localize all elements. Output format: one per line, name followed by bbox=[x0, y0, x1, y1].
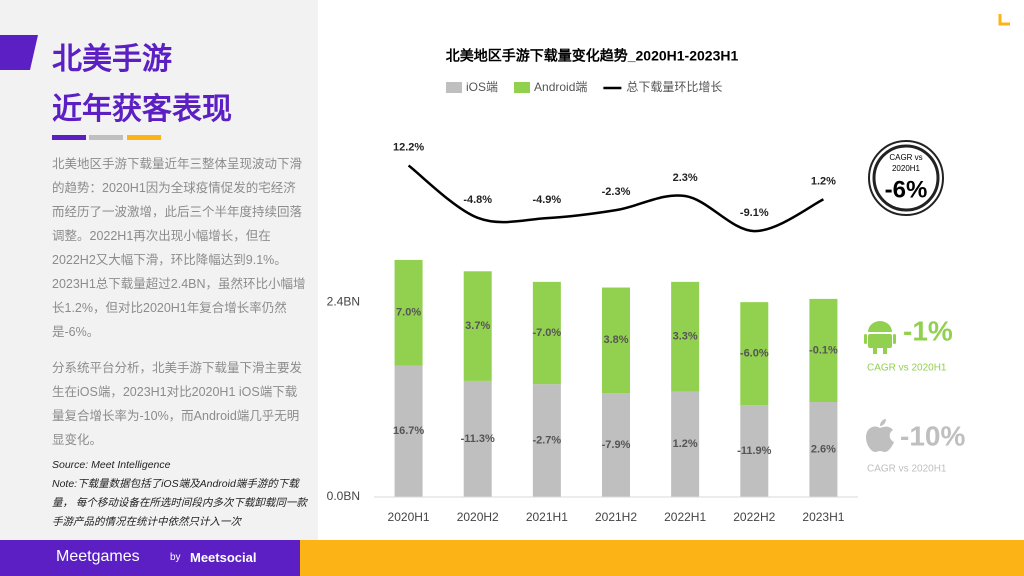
x-tick-label: 2022H1 bbox=[664, 510, 706, 524]
legend-label: 总下载量环比增长 bbox=[626, 80, 722, 94]
title-accent bbox=[0, 35, 38, 70]
bar bbox=[463, 271, 492, 381]
x-tick-label: 2021H2 bbox=[595, 510, 637, 524]
data-label: -4.8% bbox=[463, 194, 492, 206]
x-tick-label: 2020H1 bbox=[388, 510, 430, 524]
legend-swatch bbox=[514, 82, 531, 93]
x-tick-label: 2023H1 bbox=[802, 510, 844, 524]
note: Note:下载量数据包括了iOS端及Android端手游的下载量， 每个移动设备… bbox=[52, 478, 307, 528]
y-tick-label: 0.0BN bbox=[327, 489, 360, 503]
data-label: -2.3% bbox=[602, 186, 631, 198]
bar bbox=[740, 302, 769, 406]
android-icon bbox=[864, 321, 896, 354]
company: Meetsocial bbox=[190, 550, 257, 565]
y-tick-label: 2.4BN bbox=[327, 294, 360, 308]
bar bbox=[671, 391, 700, 497]
data-label: 1.2% bbox=[811, 175, 836, 187]
growth-label: 1.2% bbox=[673, 438, 698, 450]
line bbox=[407, 164, 824, 233]
bar bbox=[394, 259, 423, 366]
ios-cagr-label: CAGR vs 2020H1 bbox=[867, 464, 947, 475]
growth-label: 3.8% bbox=[603, 334, 628, 346]
growth-label: -6.0% bbox=[740, 348, 769, 360]
divider bbox=[52, 135, 86, 140]
paragraph: 分系统平台分析，北美手游下载量下滑主要发生在iOS端，2023H1对比2020H… bbox=[52, 361, 303, 447]
growth-label: -11.3% bbox=[461, 433, 495, 445]
bar bbox=[463, 380, 492, 497]
growth-label: -0.1% bbox=[809, 344, 838, 356]
legend-swatch bbox=[446, 82, 462, 93]
growth-label: 16.7% bbox=[393, 425, 424, 437]
cagr-label: 2020H1 bbox=[892, 164, 921, 173]
x-tick-label: 2022H2 bbox=[733, 510, 775, 524]
bar bbox=[394, 365, 423, 497]
growth-label: 3.7% bbox=[465, 320, 490, 332]
bar bbox=[532, 281, 561, 385]
brand: Meetgames bbox=[56, 548, 140, 565]
left-panel bbox=[0, 0, 318, 540]
bar bbox=[671, 281, 700, 392]
x-tick-label: 2020H2 bbox=[457, 510, 499, 524]
apple-icon bbox=[866, 419, 894, 452]
legend-label: iOS端 bbox=[466, 80, 498, 94]
by: by bbox=[170, 552, 181, 563]
logo bbox=[998, 14, 1010, 26]
slide-title: 近年获客表现 bbox=[52, 93, 232, 126]
bar bbox=[809, 298, 838, 403]
bar bbox=[740, 405, 769, 497]
cagr-label: CAGR vs bbox=[889, 153, 922, 162]
footer-right bbox=[300, 540, 1024, 576]
growth-label: 3.3% bbox=[673, 331, 698, 343]
chart-title: 北美地区手游下载量变化趋势_2020H1-2023H1 bbox=[446, 48, 739, 64]
growth-label: -11.9% bbox=[737, 445, 771, 457]
slide-title: 北美手游 bbox=[52, 43, 172, 76]
data-label: 2.3% bbox=[673, 172, 698, 184]
bar bbox=[809, 402, 838, 497]
growth-label: -2.7% bbox=[532, 434, 561, 446]
divider bbox=[127, 135, 161, 140]
android-cagr-label: CAGR vs 2020H1 bbox=[867, 363, 947, 374]
source: Source: Meet Intelligence bbox=[52, 459, 171, 471]
growth-label: -7.0% bbox=[532, 327, 561, 339]
android-cagr: -1% bbox=[903, 315, 953, 346]
divider bbox=[89, 135, 123, 140]
footer-left: Meetgames by Meetsocial bbox=[0, 540, 300, 576]
chart: 北美地区手游下载量变化趋势_2020H1-2023H1 CAGR vs 2020… bbox=[327, 14, 1010, 524]
growth-label: 7.0% bbox=[396, 307, 421, 319]
data-label: 12.2% bbox=[393, 141, 424, 153]
ios-cagr: -10% bbox=[900, 420, 965, 451]
data-label: -4.9% bbox=[532, 194, 561, 206]
paragraph: 北美地区手游下载量近年三整体呈现波动下滑的趋势：2020H1因为全球疫情促发的宅… bbox=[52, 157, 306, 339]
cagr-value: -6% bbox=[885, 176, 928, 203]
bar bbox=[532, 384, 561, 497]
growth-label: 2.6% bbox=[811, 443, 836, 455]
growth-label: -7.9% bbox=[602, 439, 631, 451]
bar bbox=[602, 393, 630, 497]
cagr-ring bbox=[872, 144, 940, 212]
data-label: -9.1% bbox=[740, 207, 769, 219]
x-tick-label: 2021H1 bbox=[526, 510, 568, 524]
legend-label: Android端 bbox=[534, 80, 587, 94]
bar bbox=[602, 287, 630, 394]
